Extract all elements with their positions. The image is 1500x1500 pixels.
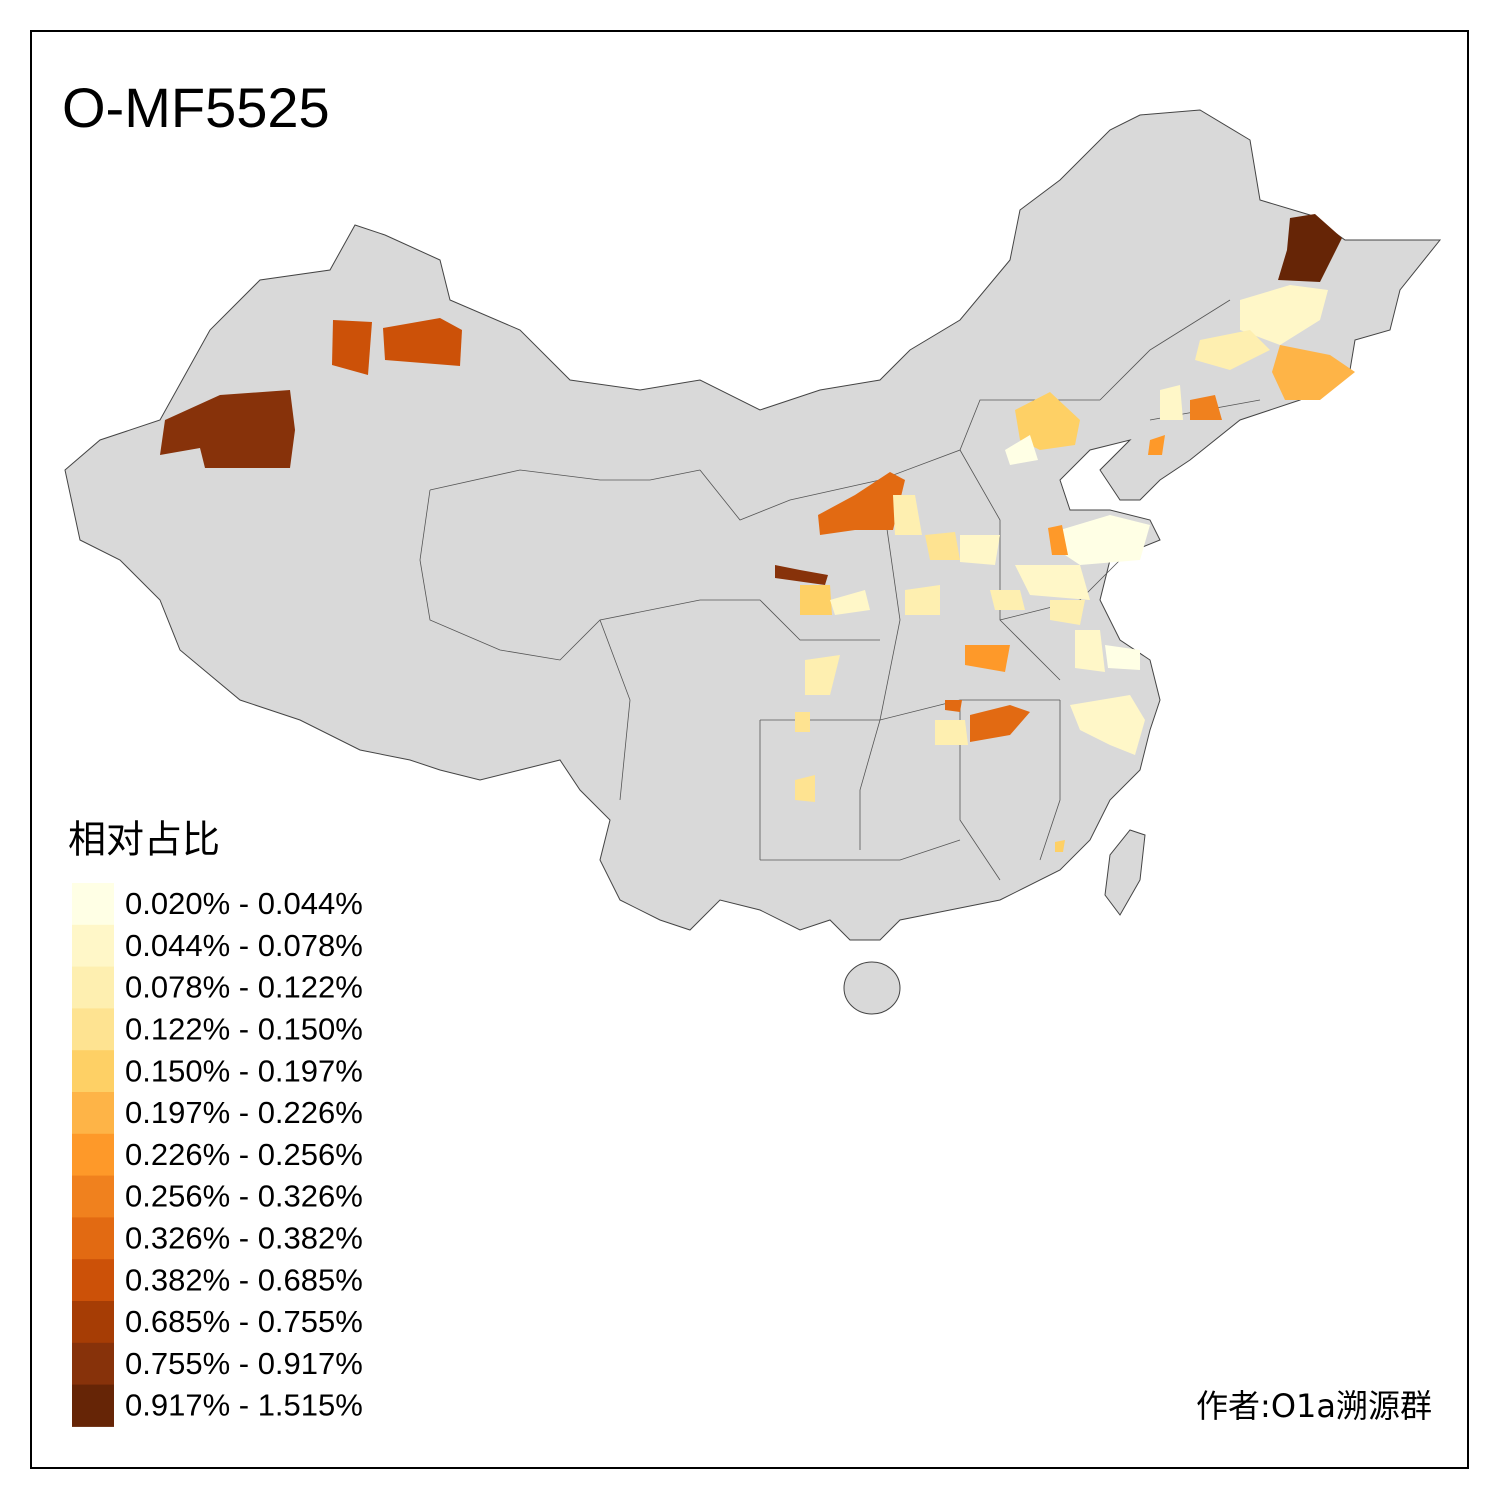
region — [1055, 840, 1065, 852]
legend-swatch — [72, 1301, 114, 1344]
legend: 0.020% - 0.044% 0.044% - 0.078% 0.078% - 0… — [72, 883, 363, 1427]
region — [383, 318, 462, 366]
region — [830, 590, 870, 615]
legend-swatch — [72, 1217, 114, 1260]
region — [1005, 435, 1038, 465]
region — [160, 390, 295, 468]
legend-label: 0.078% - 0.122% — [125, 970, 363, 1005]
region — [960, 535, 1000, 565]
hainan — [843, 961, 901, 1015]
map-title: O-MF5525 — [62, 76, 330, 139]
legend-label: 0.326% - 0.382% — [125, 1220, 363, 1255]
legend-label: 0.150% - 0.197% — [125, 1053, 363, 1088]
region — [1070, 695, 1145, 755]
region — [1190, 395, 1222, 420]
region — [818, 472, 905, 535]
legend-label: 0.197% - 0.226% — [125, 1095, 363, 1130]
legend-swatch — [72, 966, 114, 1009]
legend-label: 0.044% - 0.078% — [125, 928, 363, 963]
region — [1015, 392, 1080, 450]
legend-title: 相对占比 — [68, 818, 220, 862]
region — [805, 655, 840, 695]
region — [905, 585, 940, 615]
region — [1240, 285, 1328, 345]
region — [1160, 385, 1183, 420]
region — [795, 712, 810, 732]
legend-swatch — [72, 924, 114, 968]
legend-swatch — [72, 1342, 114, 1386]
region — [1075, 630, 1105, 672]
legend-swatch — [72, 1092, 114, 1135]
region — [795, 775, 815, 802]
region — [970, 705, 1030, 742]
region — [893, 495, 922, 535]
colored-regions — [160, 214, 1355, 852]
legend-label: 0.122% - 0.150% — [125, 1011, 363, 1046]
legend-label: 0.382% - 0.685% — [125, 1262, 363, 1297]
region — [990, 590, 1025, 610]
legend-label: 0.755% - 0.917% — [125, 1346, 363, 1381]
legend-label: 0.226% - 0.256% — [125, 1137, 363, 1172]
region — [775, 565, 828, 585]
region — [1105, 645, 1140, 670]
legend-swatch — [72, 1133, 114, 1177]
legend-swatch — [72, 1008, 114, 1051]
region — [1048, 525, 1068, 555]
region — [925, 532, 960, 560]
region — [1272, 345, 1355, 400]
legend-swatch — [72, 1175, 114, 1218]
legend-label: 0.256% - 0.326% — [125, 1179, 363, 1214]
region — [1278, 214, 1342, 282]
region — [1015, 565, 1090, 600]
region — [1195, 330, 1270, 370]
china-map — [64, 109, 1442, 1015]
region — [1148, 435, 1165, 455]
legend-swatch — [72, 883, 114, 926]
region — [945, 700, 962, 712]
legend-swatch — [72, 1259, 114, 1302]
legend-label: 0.020% - 0.044% — [125, 886, 363, 921]
taiwan — [1104, 829, 1146, 916]
region — [1050, 600, 1085, 625]
legend-label: 0.917% - 1.515% — [125, 1388, 363, 1423]
region — [332, 320, 372, 375]
region — [935, 720, 968, 745]
author-credit: 作者:O1a溯源群 — [1196, 1387, 1432, 1425]
region — [1060, 515, 1150, 565]
legend-swatch — [72, 1384, 114, 1427]
legend-label: 0.685% - 0.755% — [125, 1304, 363, 1339]
region — [800, 585, 832, 615]
legend-swatch — [72, 1050, 114, 1093]
region — [965, 645, 1010, 672]
